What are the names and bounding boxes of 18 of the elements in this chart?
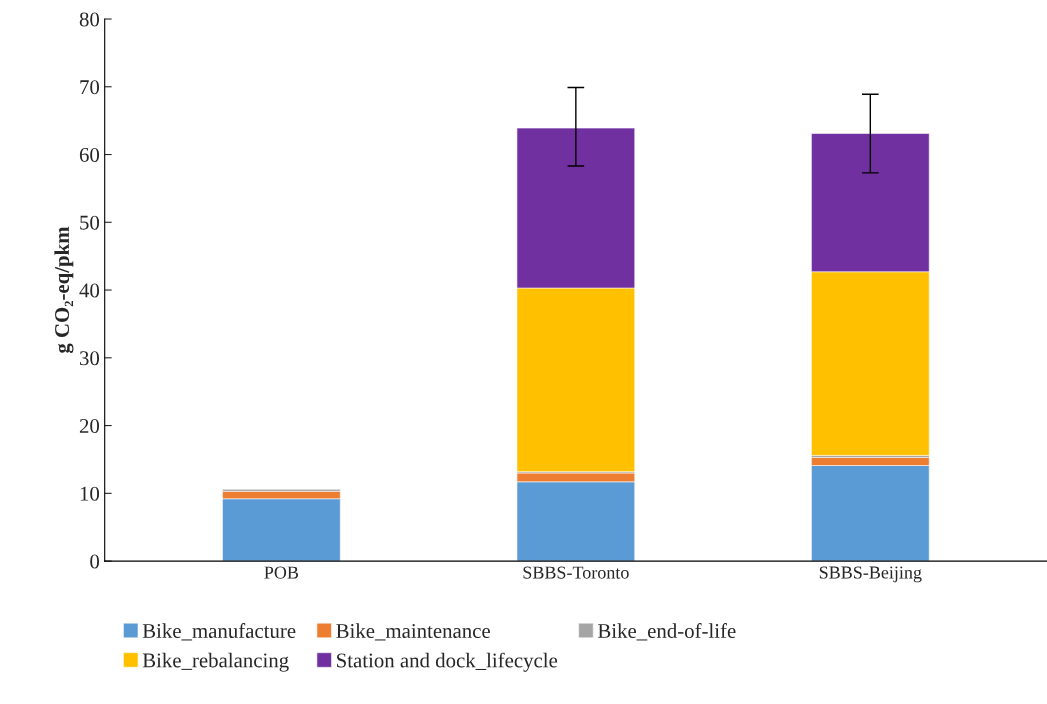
x-tick-label: SBBS-Beijing xyxy=(819,566,922,583)
y-tick-label: 80 xyxy=(79,12,100,27)
y-tick-label: 40 xyxy=(79,283,100,298)
y-tick-label: 50 xyxy=(80,215,100,230)
legend-label: Bike_end-of-life xyxy=(597,623,736,641)
legend-label: Bike_maintenance xyxy=(336,623,490,641)
y-tick-label: 70 xyxy=(80,80,100,95)
legend-label: Bike_rebalancing xyxy=(142,652,289,672)
y-axis-title: g CO₂-eq/pkm xyxy=(54,226,74,354)
x-tick-label: POB xyxy=(264,566,299,579)
legend-label: Station and dock_lifecycle xyxy=(337,652,558,672)
legend-label: Bike_manufacture xyxy=(142,623,296,641)
y-tick-label: 30 xyxy=(80,351,100,366)
y-tick-label: 0 xyxy=(90,554,100,569)
y-tick-label: 60 xyxy=(79,147,100,162)
y-tick-label: 10 xyxy=(80,486,100,501)
x-tick-label: SBBS-Toronto xyxy=(523,566,629,579)
y-tick-label: 20 xyxy=(79,418,100,433)
